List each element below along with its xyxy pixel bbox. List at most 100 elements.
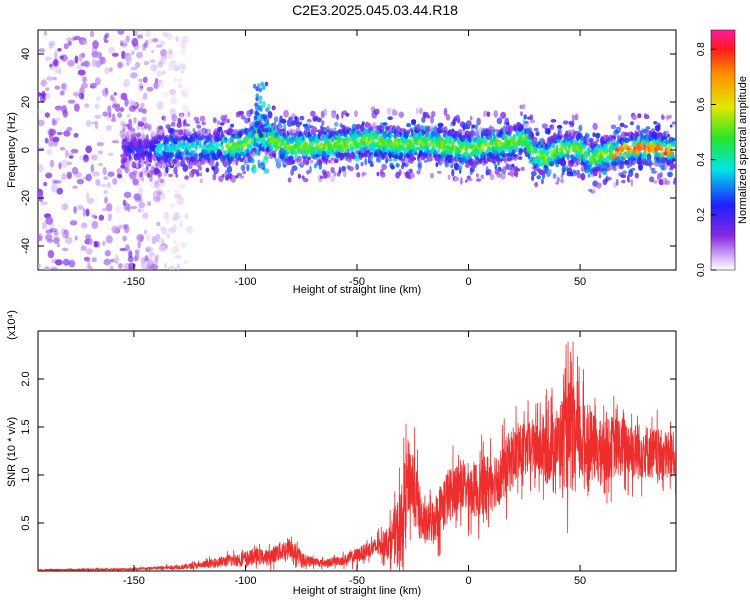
spectrogram-cell (136, 125, 140, 131)
spectrogram-cell (98, 214, 105, 221)
spectrogram-cell (66, 37, 73, 42)
spectrogram-cell (48, 41, 56, 47)
spectrogram-cell (506, 122, 510, 126)
spectrogram-cell (122, 235, 127, 242)
spectrogram-cell (97, 150, 103, 155)
spectrogram-cell (514, 146, 520, 153)
spectrogram-cell (257, 83, 261, 88)
spectrogram-cell (667, 171, 673, 178)
spectrogram-cell (53, 230, 59, 236)
spectrogram-cell (123, 78, 130, 88)
spectrogram-cell (493, 110, 499, 118)
spectrogram-cell (157, 171, 163, 178)
spectrogram-cell (239, 175, 245, 179)
spectrogram-cell (102, 166, 107, 176)
spectrogram-cell (103, 258, 112, 266)
spectrogram-cell (49, 228, 58, 233)
spectrogram-cell (450, 164, 453, 169)
spectrogram-cell (475, 173, 479, 178)
spectrogram-cell (651, 170, 657, 174)
spectrogram-cell (226, 118, 230, 124)
spectrogram-cell (153, 158, 157, 162)
spectrogram-cell (531, 175, 535, 182)
spectrogram-cell (194, 153, 199, 160)
spectrogram-cell (145, 30, 152, 38)
spectrogram-cell (541, 123, 548, 129)
spectrogram-cell (581, 144, 587, 150)
spectrogram-cell (331, 111, 337, 119)
spectrogram-cell (645, 126, 651, 130)
spectrogram-cell (142, 117, 148, 124)
spectrogram-cell (453, 176, 460, 182)
spectrogram-cell (219, 126, 223, 130)
spectrogram-cell (174, 244, 180, 253)
spectrogram-cell (172, 189, 179, 194)
spectrogram-cell (54, 50, 58, 60)
spectrogram-cell (67, 152, 75, 156)
spectrogram-cell (249, 108, 254, 115)
spectrogram-cell (560, 178, 564, 184)
spectrogram-cell (671, 121, 676, 125)
spectrogram-cell (168, 173, 173, 178)
spectrogram-cell (170, 179, 174, 183)
spectrogram-cell (91, 121, 97, 125)
spectrogram-cell (530, 170, 537, 177)
spectrogram-cell (417, 160, 423, 168)
spectrogram-cell (457, 128, 463, 135)
spectrogram-cell (44, 55, 50, 63)
spectrogram-cell (107, 171, 115, 177)
spectrogram-cell (140, 162, 144, 168)
spectrogram-cell (182, 85, 191, 94)
spectrogram-cell (336, 113, 339, 120)
spectrogram-cell (89, 30, 95, 38)
spectrogram-cell (105, 235, 113, 244)
spectrogram-cell (673, 140, 676, 147)
spectrogram-cell (620, 174, 627, 178)
spectrogram-cell (398, 169, 402, 176)
colorbar-tick-label: 0.0 (696, 263, 707, 277)
spectrogram-cell (522, 103, 526, 110)
spectrogram-cell (377, 157, 382, 164)
spectrogram-cell (173, 166, 178, 175)
spectrogram-cell (413, 152, 419, 156)
spectrogram-cell (179, 70, 185, 74)
colorbar-gradient (710, 29, 736, 271)
spectrogram-cell (45, 229, 53, 234)
spectrogram-cell (48, 139, 53, 148)
spectrogram-cell (52, 76, 57, 81)
spectrogram-cell (56, 243, 61, 248)
spectrogram-cell (280, 118, 287, 124)
spectrogram-cell (100, 56, 106, 65)
spectrogram-cell (138, 201, 146, 209)
spectrogram-cell (560, 134, 564, 138)
spectrogram-cell (199, 128, 203, 136)
spectrogram-cell (207, 133, 213, 140)
spectrogram-cell (134, 61, 141, 69)
spectrogram-cell (306, 158, 310, 165)
spectrogram-cell (81, 82, 88, 89)
spectrogram-cell (96, 96, 101, 102)
spectrogram-cell (649, 162, 655, 166)
spectrogram-cell (134, 252, 140, 261)
spectrogram-cell (343, 169, 347, 178)
spectrogram-cell (82, 76, 87, 83)
spectrogram-cell (72, 185, 78, 189)
spectrogram-cell (672, 180, 676, 185)
spectrogram-cell (159, 182, 166, 187)
spectrogram-cell (319, 175, 324, 179)
x-tick-label: 50 (574, 575, 586, 587)
spectrogram-cell (143, 122, 149, 129)
snr-ylabel: SNR (10 * v/v) (6, 417, 18, 487)
spectrogram-cell (302, 141, 309, 149)
spectrogram-cell (67, 99, 76, 104)
spectrogram-cell (108, 46, 115, 54)
spectrogram-cell (140, 262, 148, 270)
spectrogram-cell (108, 213, 113, 219)
spectrogram-cell (113, 92, 117, 96)
spectrogram-cell (224, 114, 228, 120)
spectrogram-cell (45, 92, 51, 100)
spectrogram-cell (44, 234, 53, 241)
spectrogram-cell (77, 204, 84, 211)
spectrogram-cell (56, 131, 63, 136)
spectrogram-cell (103, 39, 109, 43)
